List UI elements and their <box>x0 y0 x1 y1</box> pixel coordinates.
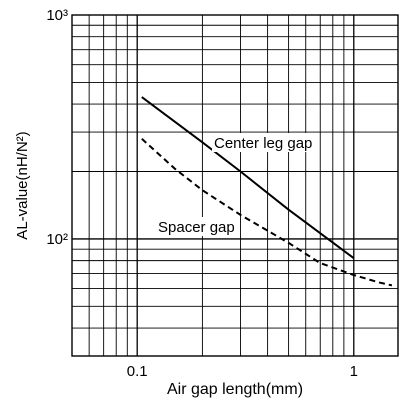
series-labels: Center leg gap Spacer gap <box>156 133 315 236</box>
series-line-center-leg-gap <box>141 96 355 260</box>
grid <box>72 15 398 356</box>
series-label-center-leg-gap: Center leg gap <box>214 135 312 152</box>
x-tick-label: 0.1 <box>127 363 148 380</box>
series-label-background <box>156 217 237 236</box>
series-label-background <box>212 133 315 152</box>
x-axis-label: Air gap length(mm) <box>167 381 303 398</box>
series-label-spacer-gap: Spacer gap <box>158 219 235 236</box>
y-tick-label: 10² <box>46 231 68 248</box>
y-axis-label: AL-value(nH/N²) <box>14 131 31 239</box>
x-tick-label: 1 <box>350 363 358 380</box>
series-group <box>141 96 393 287</box>
series-line-spacer-gap <box>141 138 393 287</box>
y-tick-label: 10³ <box>46 7 68 24</box>
plot-frame <box>71 14 399 357</box>
tick-labels: 0.1 1 10² 10³ <box>46 7 358 380</box>
